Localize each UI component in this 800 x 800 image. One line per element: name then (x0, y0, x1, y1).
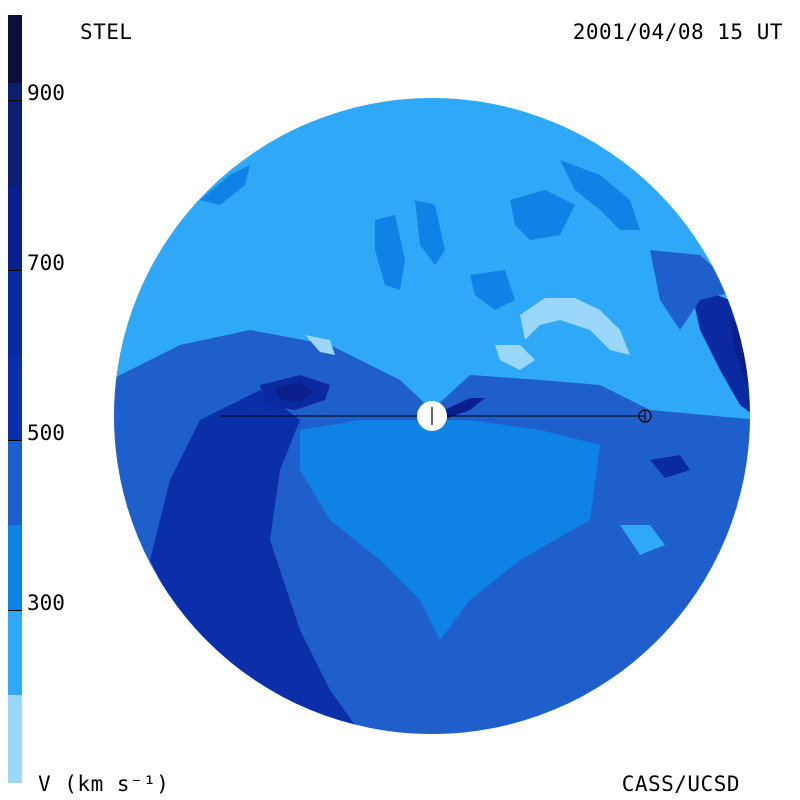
region-upper-patch-1 (375, 215, 405, 290)
colorbar-tick-label-900: 900 (27, 81, 65, 105)
region-upper-patch-2 (415, 200, 445, 265)
colorbar-tick-700 (8, 270, 22, 271)
credit-label: CASS/UCSD (621, 772, 740, 796)
colorbar-level-0 (8, 15, 22, 83)
observatory-label: STEL (80, 20, 133, 44)
region-right-band (650, 250, 740, 330)
colorbar-level-8 (8, 695, 22, 783)
region-upper-patch-4 (470, 270, 515, 310)
colorbar-tick-label-500: 500 (27, 421, 65, 445)
colorbar-level-5 (8, 440, 22, 525)
colorbar-level-2 (8, 185, 22, 270)
region-upper-left-patch (200, 165, 250, 205)
colorbar-tick-900 (8, 100, 22, 101)
colorbar-unit-label: V (km s⁻¹) (38, 772, 170, 796)
region-darkest-blob-left (275, 382, 315, 402)
region-pale-lower (620, 525, 665, 555)
region-small-lower-right (650, 455, 690, 478)
region-pale-blob (495, 345, 535, 370)
velocity-colorbar (8, 15, 22, 783)
colorbar-level-1 (8, 83, 22, 185)
colorbar-tick-label-700: 700 (27, 251, 65, 275)
region-central-wedge (300, 420, 600, 640)
region-pale-small (305, 335, 335, 355)
colorbar-tick-500 (8, 440, 22, 441)
region-dark-wedge-right (440, 398, 485, 418)
region-upper-patch-3 (510, 190, 575, 240)
region-pale-arc (520, 298, 630, 355)
colorbar-level-6 (8, 525, 22, 610)
colorbar-level-4 (8, 355, 22, 440)
colorbar-level-7 (8, 610, 22, 695)
colorbar-level-3 (8, 270, 22, 355)
region-right-darkest (730, 320, 750, 400)
region-upper-right-patch (560, 160, 640, 230)
colorbar-tick-label-300: 300 (27, 591, 65, 615)
timestamp-label: 2001/04/08 15 UT (572, 20, 783, 44)
colorbar-tick-300 (8, 610, 22, 611)
